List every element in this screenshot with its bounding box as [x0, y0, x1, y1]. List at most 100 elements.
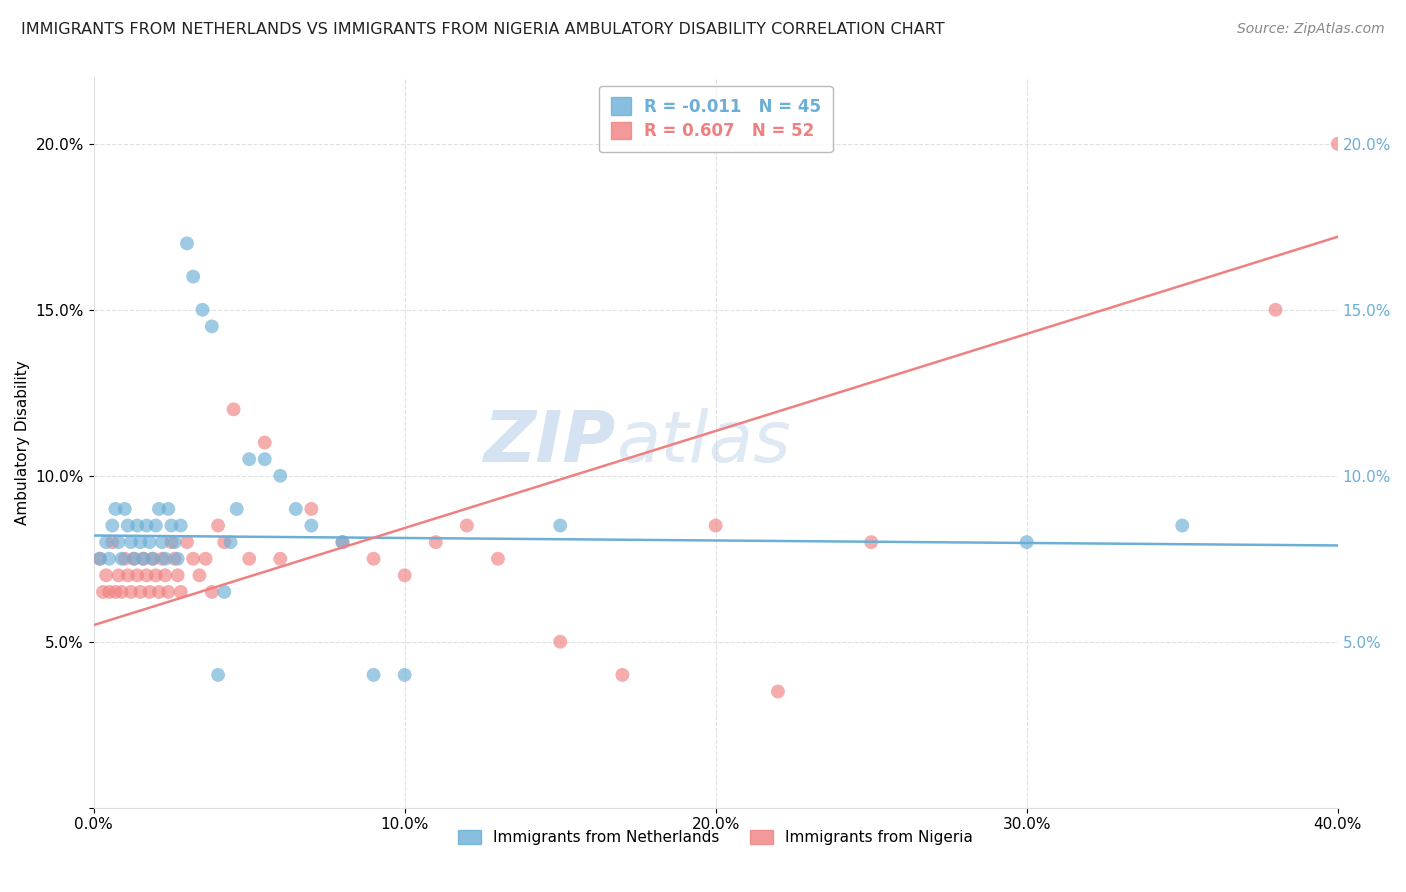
Y-axis label: Ambulatory Disability: Ambulatory Disability	[15, 360, 30, 524]
Point	[207, 518, 229, 533]
Point	[214, 535, 236, 549]
Point	[111, 551, 134, 566]
Text: ZIP: ZIP	[484, 408, 616, 477]
Point	[284, 502, 307, 516]
Point	[456, 518, 478, 533]
Point	[145, 568, 167, 582]
Point	[145, 518, 167, 533]
Point	[138, 535, 160, 549]
Point	[299, 502, 322, 516]
Point	[107, 568, 129, 582]
Point	[114, 551, 136, 566]
Point	[207, 668, 229, 682]
Point	[101, 535, 124, 549]
Point	[150, 551, 173, 566]
Point	[170, 518, 193, 533]
Point	[142, 551, 165, 566]
Point	[166, 551, 188, 566]
Point	[225, 502, 247, 516]
Point	[188, 568, 211, 582]
Point	[1015, 535, 1038, 549]
Point	[394, 668, 416, 682]
Point	[860, 535, 883, 549]
Point	[363, 668, 385, 682]
Point	[129, 535, 152, 549]
Point	[163, 551, 186, 566]
Point	[150, 535, 173, 549]
Point	[194, 551, 217, 566]
Point	[766, 684, 789, 698]
Point	[201, 319, 224, 334]
Point	[394, 568, 416, 582]
Point	[98, 551, 121, 566]
Point	[363, 551, 385, 566]
Text: IMMIGRANTS FROM NETHERLANDS VS IMMIGRANTS FROM NIGERIA AMBULATORY DISABILITY COR: IMMIGRANTS FROM NETHERLANDS VS IMMIGRANT…	[21, 22, 945, 37]
Point	[269, 468, 291, 483]
Point	[269, 551, 291, 566]
Point	[219, 535, 242, 549]
Point	[94, 535, 117, 549]
Point	[548, 518, 571, 533]
Text: atlas: atlas	[616, 408, 790, 477]
Point	[153, 551, 176, 566]
Point	[176, 535, 198, 549]
Point	[214, 585, 236, 599]
Point	[181, 269, 204, 284]
Point	[107, 535, 129, 549]
Point	[425, 535, 447, 549]
Point	[114, 502, 136, 516]
Point	[201, 585, 224, 599]
Point	[612, 668, 634, 682]
Text: Source: ZipAtlas.com: Source: ZipAtlas.com	[1237, 22, 1385, 37]
Point	[170, 585, 193, 599]
Point	[148, 585, 170, 599]
Point	[176, 236, 198, 251]
Point	[253, 452, 276, 467]
Point	[1264, 302, 1286, 317]
Point	[332, 535, 354, 549]
Point	[120, 585, 142, 599]
Point	[132, 551, 155, 566]
Point	[160, 535, 183, 549]
Point	[132, 551, 155, 566]
Point	[160, 518, 183, 533]
Point	[163, 535, 186, 549]
Point	[94, 568, 117, 582]
Point	[117, 518, 139, 533]
Point	[111, 585, 134, 599]
Point	[153, 568, 176, 582]
Point	[181, 551, 204, 566]
Point	[89, 551, 111, 566]
Point	[127, 568, 149, 582]
Point	[332, 535, 354, 549]
Point	[120, 535, 142, 549]
Point	[486, 551, 509, 566]
Point	[148, 502, 170, 516]
Point	[166, 568, 188, 582]
Point	[222, 402, 245, 417]
Point	[104, 502, 127, 516]
Point	[104, 585, 127, 599]
Point	[157, 502, 180, 516]
Point	[1326, 136, 1348, 151]
Point	[127, 518, 149, 533]
Point	[157, 585, 180, 599]
Point	[191, 302, 214, 317]
Legend: R = -0.011   N = 45, R = 0.607   N = 52: R = -0.011 N = 45, R = 0.607 N = 52	[599, 86, 832, 153]
Point	[1171, 518, 1194, 533]
Point	[238, 452, 260, 467]
Point	[142, 551, 165, 566]
Point	[98, 585, 121, 599]
Point	[299, 518, 322, 533]
Point	[91, 585, 114, 599]
Point	[122, 551, 145, 566]
Point	[704, 518, 727, 533]
Point	[253, 435, 276, 450]
Point	[129, 585, 152, 599]
Point	[238, 551, 260, 566]
Point	[135, 518, 157, 533]
Point	[117, 568, 139, 582]
Point	[122, 551, 145, 566]
Point	[135, 568, 157, 582]
Point	[138, 585, 160, 599]
